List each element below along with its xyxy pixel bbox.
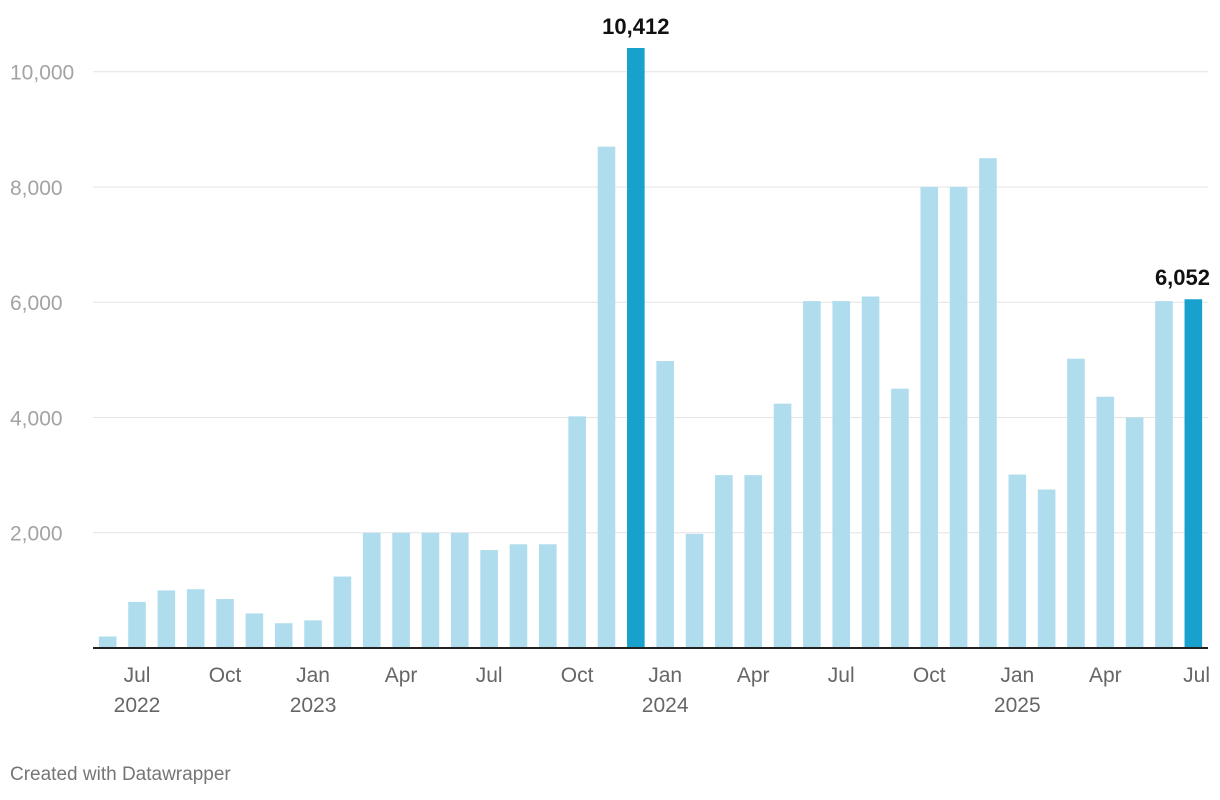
bar: [539, 544, 557, 648]
data-label: 10,412: [602, 14, 669, 39]
x-axis-tick-labels: Jul 2022 Oct Jan 2023 Apr Jul Oct Jan 2024 Apr Jul O…: [114, 664, 1210, 717]
x-tick-label-month: Jan: [648, 664, 682, 687]
x-tick-label-year: 2024: [642, 694, 689, 717]
bar: [744, 475, 762, 648]
bar: [1155, 301, 1173, 648]
bar: [1125, 417, 1144, 648]
bar-highlighted: [627, 48, 645, 648]
bar: [1008, 474, 1027, 648]
bar: [157, 590, 176, 648]
y-tick-label: 10,000: [10, 62, 74, 85]
y-tick-label: 6,000: [10, 292, 63, 315]
bar: [1037, 489, 1056, 648]
y-tick-label: 2,000: [10, 523, 63, 546]
bar: [685, 533, 704, 648]
x-tick-label-month: Apr: [737, 664, 770, 687]
y-tick-label: 8,000: [10, 177, 63, 200]
gridlines: [93, 71, 1208, 534]
bar: [656, 361, 674, 648]
x-tick-label-month: Apr: [1089, 664, 1122, 687]
bar: [803, 301, 821, 648]
bar: [128, 601, 146, 648]
x-tick-label-month: Jul: [828, 664, 855, 687]
bar: [1067, 358, 1085, 648]
bar: [392, 532, 410, 648]
bar: [333, 576, 352, 648]
bar: [450, 532, 469, 648]
y-tick-label: 4,000: [10, 407, 63, 430]
data-label: 6,052: [1155, 265, 1210, 290]
bar: [186, 589, 205, 648]
x-tick-label-year: 2025: [994, 694, 1041, 717]
x-tick-label-month: Oct: [209, 664, 242, 687]
bar: [568, 416, 586, 648]
bar: [979, 158, 997, 649]
credit-text: Created with Datawrapper: [10, 764, 231, 785]
bar: [891, 388, 909, 648]
bar: [1096, 396, 1115, 648]
bar: [480, 550, 498, 648]
bar: [421, 532, 440, 648]
x-tick-label-month: Jul: [1183, 664, 1210, 687]
bar: [274, 623, 293, 648]
bar: [773, 403, 792, 648]
bar: [98, 636, 117, 648]
bars: [98, 48, 1203, 649]
x-tick-label-month: Jul: [124, 664, 151, 687]
data-labels: 10,412 6,052: [602, 14, 1210, 290]
bar: [362, 532, 381, 648]
bar: [920, 186, 939, 648]
bar-highlighted: [1184, 299, 1203, 648]
x-tick-label-month: Apr: [385, 664, 418, 687]
y-axis-tick-labels: 2,000 4,000 6,000 8,000 10,000: [10, 62, 74, 546]
bar: [832, 301, 851, 648]
bar: [509, 544, 528, 648]
bar: [245, 613, 264, 648]
x-tick-label-month: Jul: [476, 664, 503, 687]
bar: [861, 296, 880, 648]
x-tick-label-month: Jan: [296, 664, 330, 687]
bar: [949, 186, 968, 648]
bar: [216, 599, 234, 648]
bar-chart: 2,000 4,000 6,000 8,000 10,000 Jul 2022 Oct Jan…: [10, 14, 1210, 717]
x-tick-label-month: Oct: [561, 664, 594, 687]
x-tick-label-month: Jan: [1000, 664, 1034, 687]
bar: [715, 475, 733, 648]
x-tick-label-year: 2022: [114, 694, 161, 717]
bar: [304, 620, 322, 648]
x-tick-label-year: 2023: [290, 694, 337, 717]
bar: [597, 146, 616, 648]
x-tick-label-month: Oct: [913, 664, 946, 687]
